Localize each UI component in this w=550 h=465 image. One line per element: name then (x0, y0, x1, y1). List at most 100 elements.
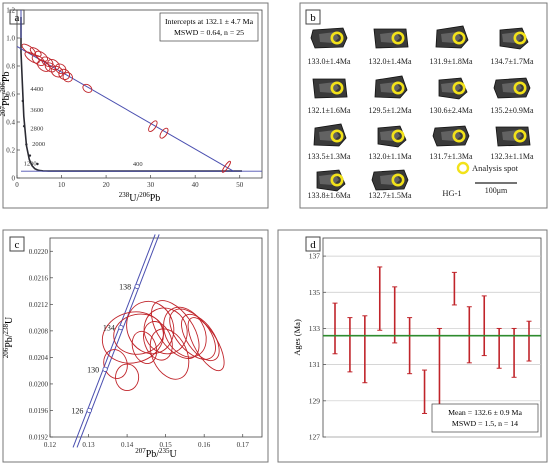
panel-a-concordia-marker (28, 154, 32, 157)
panel-b-grain (435, 25, 469, 49)
analysis-spot-marker (513, 31, 527, 45)
panel-a-age-label: 2800 (30, 125, 43, 132)
panel-c-ytick-label: 0.0196 (29, 407, 49, 415)
panel-c-axes-box (49, 237, 263, 438)
panel-c-xtick-label: 0.13 (82, 441, 95, 449)
panel-a-ytick-label: 1.0 (6, 35, 15, 43)
panel-a-data-ellipse (82, 83, 93, 93)
panel-b-grain (493, 77, 531, 99)
panel-d-legend-line2: MSWD = 1.5, n = 14 (452, 419, 518, 428)
panel-c-data-ellipse (131, 330, 158, 364)
panel-d-ytick-label: 131 (309, 360, 321, 369)
panel-c-data-ellipse (143, 307, 188, 355)
panel-a-data-ellipse (29, 47, 42, 57)
panel-b: b 133.0±1.4Ma 132.0±1.4Ma 131.9±1.8Ma 134.7… (299, 2, 548, 209)
panel-a-ytick-label: 0.2 (6, 147, 15, 155)
panel-b-age-label: 134.7±1.7Ma (490, 57, 534, 66)
panel-c-data-ellipse (187, 317, 225, 372)
panel-b-age-label: 129.5±1.2Ma (368, 106, 412, 115)
panel-a-data-ellipse (58, 68, 71, 80)
panel-c-concordia-age-marker (118, 324, 124, 331)
panel-b-tag: b (310, 12, 316, 24)
panel-b-age-label: 133.0±1.4Ma (307, 57, 351, 66)
panel-a-xlabel: 238U/206Pb (119, 191, 161, 204)
panel-a-data-ellipse (36, 60, 51, 72)
panel-a-xtick-label: 0 (15, 181, 19, 189)
panel-c-concordia-age-label: 126 (71, 406, 83, 415)
panel-c-data-ellipse (181, 313, 220, 362)
panel-c-concordia-age-label: 130 (87, 365, 99, 374)
analysis-spot-marker (330, 81, 344, 95)
panel-a-ytick-label: 0.6 (6, 91, 15, 99)
analysis-spot-marker (452, 81, 466, 95)
analysis-spot-marker (330, 31, 344, 45)
panel-a-ytick-label: 0.8 (6, 63, 15, 71)
panel-a-legend-box (159, 12, 259, 42)
panel-b-age-label: 133.8±1.6Ma (307, 191, 351, 200)
panel-c-concordia-line (72, 234, 156, 448)
panel-c-xtick-label: 0.14 (121, 441, 134, 449)
panel-a-age-label: 3600 (30, 107, 43, 114)
panel-d-ytick-label: 133 (309, 324, 321, 333)
panel-a-legend-line1: Intercepts at 132.1 ± 4.7 Ma (165, 17, 254, 26)
panel-d-legend-line1: Mean = 132.6 ± 0.9 Ma (448, 408, 522, 417)
panel-b-tag-box (305, 9, 321, 25)
panel-c-ytick-label: 0.0192 (29, 434, 49, 442)
panel-c-data-ellipse (115, 363, 140, 392)
panel-b-grain (432, 125, 470, 147)
analysis-spot-legend-icon (456, 161, 470, 175)
panel-a-legend-line2: MSWD = 0.64, n = 25 (174, 28, 244, 37)
panel-c-ytick-label: 0.0204 (29, 354, 49, 362)
analysis-spot-marker (391, 129, 405, 143)
panel-a-ylabel: 207Pb/206Pb (0, 72, 12, 117)
panel-b-grain (495, 126, 531, 147)
panel-b-age-label: 133.5±1.3Ma (307, 152, 351, 161)
panel-a-data-ellipse (44, 62, 56, 73)
analysis-spot-marker (391, 173, 405, 187)
panel-a-age-label: 400 (133, 161, 143, 168)
analysis-spot-marker (391, 31, 405, 45)
panel-c-data-ellipse (113, 313, 165, 355)
panel-b-age-label: 130.6±2.4Ma (429, 106, 473, 115)
panel-c-data-ellipse (143, 321, 173, 361)
panel-c-ytick-label: 0.0208 (29, 327, 49, 335)
panel-b-grain (373, 28, 409, 49)
panel-c-xtick-label: 0.17 (237, 441, 250, 449)
panel-c: c 0.12 0.13 0.14 0.15 0.16 0.170.01920.01960.… (2, 229, 269, 463)
panel-a-xtick-label: 40 (192, 181, 200, 189)
panel-d-tag: d (310, 239, 316, 251)
panel-a-data-ellipse (34, 50, 49, 62)
panel-c-ytick-label: 0.0212 (29, 301, 49, 309)
panel-a-concordia-marker (22, 125, 26, 128)
analysis-spot-legend-label: Analysis spot (472, 163, 519, 173)
panel-a-age-label: 2000 (32, 141, 45, 148)
panel-a-xtick-label: 20 (103, 181, 111, 189)
panel-b-age-label: 131.7±1.3Ma (429, 152, 473, 161)
panel-c-concordia-age-marker (134, 283, 140, 290)
panel-c-concordia-age-marker (102, 366, 108, 372)
panel-b-age-label: 135.2±0.9Ma (490, 106, 534, 115)
panel-d: d 127 129 131 133 135 137 Ages (Ma) Mean = 132.… (277, 229, 548, 463)
panel-c-concordia-age-marker (86, 407, 92, 414)
panel-d-ytick-label: 127 (309, 433, 321, 442)
panel-b-grain (312, 78, 348, 99)
panel-b-grain (377, 125, 407, 148)
panel-a-concordia-marker (21, 99, 24, 103)
analysis-spot-marker (452, 129, 466, 143)
panel-a-xtick-label: 10 (58, 181, 66, 189)
panel-a-data-ellipse (54, 63, 67, 75)
panel-a-data-ellipse (62, 72, 73, 83)
panel-a-plot: 0 10 20 30 40 50 0 0.2 0.4 0.6 0.8 1.0 1.2 238U/206Pb… (0, 7, 263, 204)
analysis-spot-marker (513, 129, 527, 143)
panel-b-age-label: 132.3±1.1Ma (490, 152, 534, 161)
panel-a-xtick-label: 50 (236, 181, 244, 189)
panel-a-ytick-label: 0.4 (6, 119, 15, 127)
panel-a-xtick-label: 30 (147, 181, 155, 189)
panel-d-legend-box (431, 403, 539, 433)
panel-b-grain (310, 27, 348, 49)
panel-b-age-label: 132.0±1.4Ma (368, 57, 412, 66)
panel-c-ytick-label: 0.0200 (29, 380, 49, 388)
panel-c-xtick-label: 0.16 (198, 441, 211, 449)
panel-c-xlabel: 207Pb/235U (135, 447, 177, 460)
